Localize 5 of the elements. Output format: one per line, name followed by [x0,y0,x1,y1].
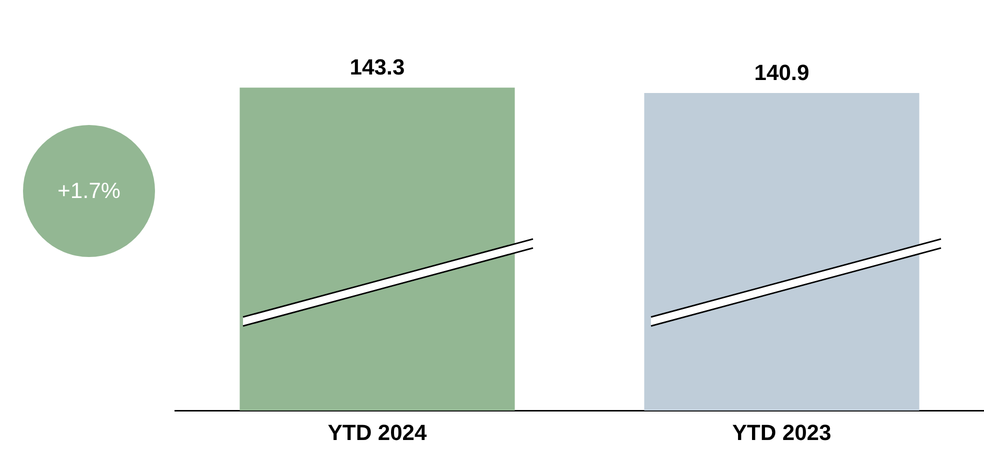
data-label: 143.3 [350,54,405,80]
x-tick-label: YTD 2023 [732,420,832,445]
circle-badge: +1.7% [23,125,155,257]
data-label: 140.9 [754,60,810,86]
x-tick-label: YTD 2024 [328,420,428,445]
